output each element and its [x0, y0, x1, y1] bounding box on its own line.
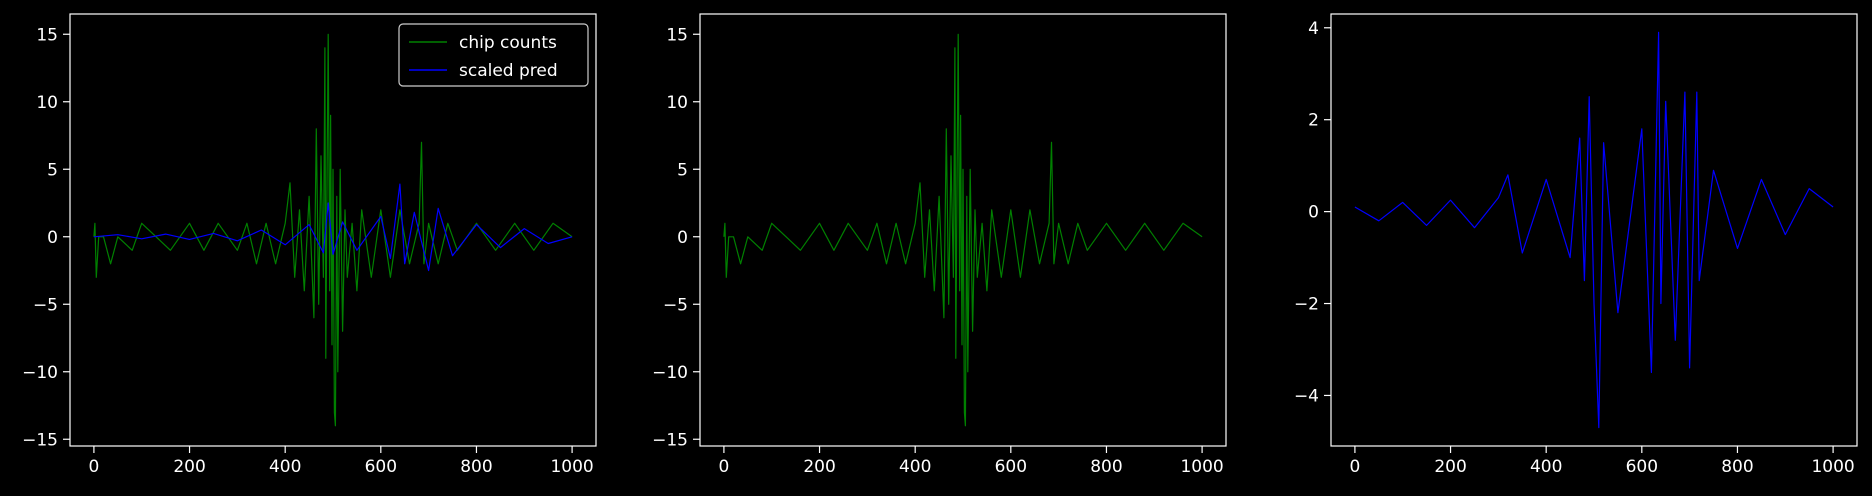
y-tick-label: 10	[666, 93, 688, 113]
x-tick-label: 800	[1721, 457, 1753, 477]
x-tick-label: 0	[718, 457, 729, 477]
legend: chip counts scaled pred	[398, 23, 589, 87]
y-tick-label: 10	[36, 93, 58, 113]
x-tick-label: 200	[803, 457, 835, 477]
subplot-1: 0 200 400 600 800 1000 −15 −10 −5 0 5 10 15 chip coun…	[22, 13, 597, 477]
y-tick-label: 4	[1308, 19, 1319, 39]
legend-label: chip counts	[459, 33, 557, 53]
axes-frame	[69, 13, 597, 447]
series-line-data	[1354, 31, 1834, 429]
y-tick-label: −5	[33, 295, 58, 315]
subplot-3: 0 200 400 600 800 1000 −4 −2 0 2 4	[1294, 13, 1858, 477]
x-tick-label: 600	[995, 457, 1027, 477]
y-tick-label: 0	[677, 228, 688, 248]
y-tick-label: 15	[36, 25, 58, 45]
y-tick-label: −15	[652, 430, 688, 450]
y-tick-label: 5	[677, 160, 688, 180]
y-tick-label: 5	[47, 160, 58, 180]
x-tick-label: 1000	[550, 457, 593, 477]
plot-area	[93, 33, 573, 427]
y-tick-label: 0	[1308, 203, 1319, 223]
series-line-chip-counts	[93, 33, 573, 427]
x-tick-label: 400	[269, 457, 301, 477]
x-tick-label: 600	[1626, 457, 1658, 477]
series-line-scaled-pred	[93, 183, 573, 272]
x-tick-label: 200	[1434, 457, 1466, 477]
x-tick-label: 200	[173, 457, 205, 477]
x-tick-label: 800	[460, 457, 492, 477]
y-tick-label: −5	[663, 295, 688, 315]
y-tick-label: 2	[1308, 111, 1319, 131]
y-tick-label: 15	[666, 25, 688, 45]
axes-frame	[699, 13, 1227, 447]
plot-area	[1354, 31, 1834, 429]
x-tick-label: 600	[365, 457, 397, 477]
x-tick-label: 0	[1349, 457, 1360, 477]
x-tick-label: 400	[899, 457, 931, 477]
y-tick-label: −15	[22, 430, 58, 450]
legend-label: scaled pred	[459, 61, 558, 81]
x-tick-label: 0	[88, 457, 99, 477]
y-tick-label: 0	[47, 228, 58, 248]
x-tick-label: 800	[1090, 457, 1122, 477]
y-tick-label: −10	[652, 363, 688, 383]
axes-frame	[1330, 13, 1858, 447]
x-tick-label: 1000	[1180, 457, 1223, 477]
y-tick-label: −4	[1294, 386, 1319, 406]
y-tick-label: −2	[1294, 295, 1319, 315]
x-tick-label: 400	[1530, 457, 1562, 477]
series-line-data	[723, 33, 1203, 427]
subplot-2: 0 200 400 600 800 1000 −15 −10 −5 0 5 10 15	[652, 13, 1227, 477]
x-tick-label: 1000	[1811, 457, 1854, 477]
y-tick-label: −10	[22, 363, 58, 383]
plot-area	[723, 33, 1203, 427]
